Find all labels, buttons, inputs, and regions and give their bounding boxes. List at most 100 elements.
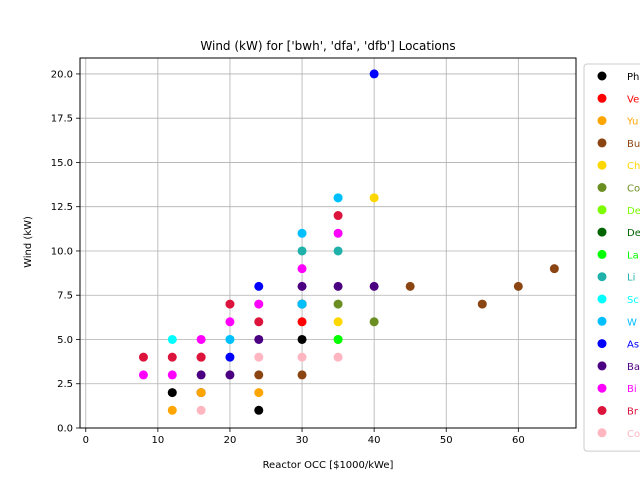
legend-label: De (627, 206, 640, 217)
legend-marker (597, 294, 607, 304)
x-tick-label: 60 (512, 435, 525, 446)
scatter-point (225, 352, 235, 362)
scatter-point (167, 370, 177, 380)
legend-label: La (627, 250, 639, 261)
scatter-point (297, 334, 307, 344)
legend-marker (597, 227, 607, 237)
legend-marker (597, 272, 607, 282)
legend: Ph Ve Yu Bu Ch Co De De La Li Sc W As Ba Bi Br Co (583, 63, 640, 452)
legend-marker (597, 205, 607, 215)
legend-label: De (627, 228, 640, 239)
scatter-point (196, 352, 206, 362)
legend-label: Ve (627, 94, 639, 105)
x-axis-label: Reactor OCC [$1000/kWe] (263, 460, 394, 471)
scatter-point (138, 352, 148, 362)
scatter-point (333, 228, 343, 238)
scatter-point (167, 352, 177, 362)
legend-label: Ch (627, 161, 640, 172)
scatter-point (225, 334, 235, 344)
legend-label: Li (627, 273, 635, 284)
scatter-point (196, 405, 206, 415)
x-tick-label: 40 (368, 435, 381, 446)
legend-label: W (627, 317, 637, 328)
scatter-point (297, 281, 307, 291)
scatter-point (254, 334, 264, 344)
scatter-point (225, 370, 235, 380)
scatter-point (513, 281, 523, 291)
legend-marker (597, 383, 607, 393)
scatter-point (333, 193, 343, 203)
y-tick-label: 20.0 (51, 69, 73, 80)
scatter-point (333, 211, 343, 221)
scatter-point (297, 228, 307, 238)
scatter-point (477, 299, 487, 309)
scatter-point (196, 334, 206, 344)
scatter-point (297, 317, 307, 327)
plot-frame (79, 57, 577, 429)
y-axis-label: Wind (kW) (23, 216, 34, 268)
legend-label: Co (627, 429, 640, 440)
legend-box (583, 63, 640, 452)
scatter-point (333, 246, 343, 256)
y-tick-label: 0.0 (57, 424, 73, 435)
scatter-point (297, 299, 307, 309)
scatter-point (196, 388, 206, 398)
x-tick-label: 20 (224, 435, 237, 446)
ticks-layer: 0 10 20 30 40 50 60 0.0 2.5 5.0 7.5 10.0 12.5 15.0 17.… (51, 69, 525, 446)
scatter-point (333, 352, 343, 362)
legend-marker (597, 93, 607, 103)
legend-label: Co (627, 184, 640, 195)
y-tick-label: 12.5 (51, 202, 73, 213)
legend-marker (597, 316, 607, 326)
y-tick-label: 7.5 (57, 291, 73, 302)
legend-label: Br (627, 407, 639, 418)
legend-marker (597, 160, 607, 170)
legend-marker (597, 116, 607, 126)
y-tick-label: 15.0 (51, 158, 73, 169)
x-tick-label: 30 (296, 435, 309, 446)
scatter-point (254, 370, 264, 380)
legend-label: Yu (626, 117, 638, 128)
points-layer (138, 69, 559, 415)
scatter-point (405, 281, 415, 291)
scatter-point (333, 299, 343, 309)
y-tick-label: 2.5 (57, 379, 73, 390)
legend-marker (597, 183, 607, 192)
legend-marker (597, 138, 607, 148)
scatter-point (167, 405, 177, 415)
scatter-point (254, 388, 264, 398)
scatter-point (369, 193, 379, 203)
legend-marker (597, 361, 607, 371)
scatter-point (333, 334, 343, 344)
legend-marker (597, 339, 607, 349)
scatter-point (254, 405, 264, 415)
scatter-point (167, 388, 177, 398)
scatter-point (549, 264, 559, 274)
legend-marker (597, 249, 607, 259)
scatter-point (369, 317, 379, 327)
scatter-point (254, 299, 264, 309)
scatter-point (225, 299, 235, 309)
scatter-point (369, 281, 379, 291)
scatter-point (297, 352, 307, 362)
legend-marker (597, 428, 607, 438)
legend-label: Sc (627, 295, 639, 306)
legend-label: As (627, 340, 639, 351)
x-tick-label: 10 (151, 435, 164, 446)
x-tick-label: 0 (83, 435, 89, 446)
scatter-point (369, 69, 379, 79)
scatter-point (196, 370, 206, 380)
chart-title: Wind (kW) for ['bwh', 'dfa', 'dfb'] Loca… (200, 39, 455, 53)
y-tick-label: 5.0 (57, 335, 73, 346)
y-tick-label: 17.5 (51, 114, 73, 125)
x-tick-label: 50 (440, 435, 453, 446)
legend-label: Ph (627, 72, 639, 83)
scatter-point (254, 317, 264, 327)
scatter-point (297, 370, 307, 380)
grid-layer (80, 58, 576, 429)
scatter-point (297, 264, 307, 274)
y-tick-label: 10.0 (51, 246, 73, 257)
legend-marker (597, 406, 607, 415)
